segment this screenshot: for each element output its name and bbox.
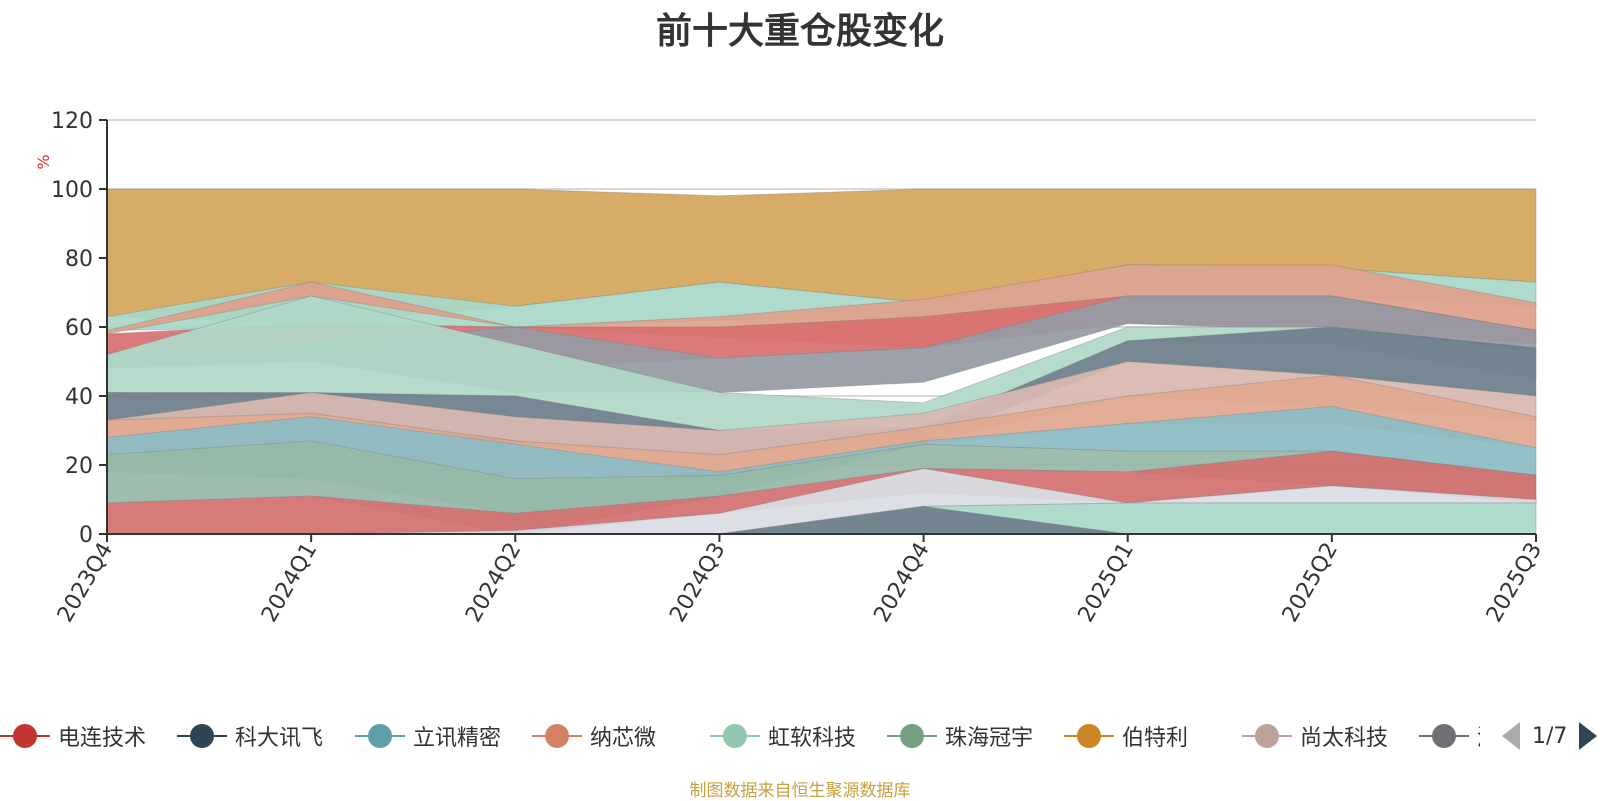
legend-marker-icon (1064, 721, 1114, 751)
y-tick-label: 20 (65, 454, 93, 479)
legend-item[interactable]: 电连技术 (0, 716, 146, 756)
legend-marker-icon (887, 721, 937, 751)
legend-label: 立讯精密 (413, 726, 502, 751)
legend-marker-icon (0, 721, 50, 751)
legend-label: 伯特利 (1122, 726, 1189, 751)
legend-pager: 1/7 (1496, 716, 1600, 756)
legend-marker-icon (1242, 721, 1292, 751)
x-tick-label: 2025Q3 (1482, 539, 1547, 627)
legend-label: 电连技术 (58, 726, 147, 751)
legend-label: 尚太科技 (1300, 726, 1389, 751)
legend-marker-icon (1419, 721, 1469, 751)
legend-label: 虹软科技 (768, 726, 857, 751)
legend-item[interactable]: 立讯精密 (355, 716, 501, 756)
x-tick-label: 2024Q4 (869, 539, 934, 627)
y-axis-unit: % (34, 154, 53, 169)
legend: 电连技术 科大讯飞 立讯精密 纳芯微 虹软科技 珠海冠宇 伯特利 尚太科技 浙江仙 (0, 716, 1480, 756)
legend-item[interactable]: 纳芯微 (532, 716, 656, 756)
x-tick-label: 2024Q2 (461, 539, 526, 627)
y-tick-label: 40 (65, 385, 93, 410)
legend-item[interactable]: 珠海冠宇 (887, 716, 1033, 756)
x-tick-label: 2023Q4 (53, 539, 118, 627)
legend-page-indicator: 1/7 (1532, 723, 1568, 749)
source-note: 制图数据来自恒生聚源数据库 (689, 781, 911, 801)
area-layer (106, 188, 1537, 535)
legend-label: 纳芯微 (590, 726, 657, 751)
legend-marker-icon (710, 721, 760, 751)
x-tick-label: 2024Q1 (257, 539, 322, 627)
legend-prev-icon[interactable] (1502, 722, 1520, 750)
legend-marker-icon (177, 721, 227, 751)
y-tick-label: 60 (65, 316, 93, 341)
y-tick-label: 100 (51, 178, 93, 203)
x-tick-label: 2025Q2 (1278, 539, 1343, 627)
y-tick-label: 80 (65, 247, 93, 272)
legend-item[interactable]: 科大讯飞 (177, 716, 323, 756)
x-tick-label: 2024Q3 (665, 539, 730, 627)
legend-label: 浙江仙 (1477, 720, 1480, 752)
legend-item[interactable]: 尚太科技 (1242, 716, 1388, 756)
legend-label: 科大讯飞 (235, 726, 324, 751)
legend-item[interactable]: 浙江仙 (1419, 716, 1480, 756)
y-tick-label: 120 (51, 109, 93, 134)
x-tick-label: 2025Q1 (1074, 539, 1139, 627)
legend-next-icon[interactable] (1579, 722, 1598, 750)
legend-marker-icon (532, 721, 582, 751)
legend-item[interactable]: 虹软科技 (710, 716, 856, 756)
chart-title: 前十大重仓股变化 (655, 11, 944, 52)
legend-label: 珠海冠宇 (945, 726, 1034, 751)
legend-marker-icon (355, 721, 405, 751)
legend-item[interactable]: 伯特利 (1064, 716, 1188, 756)
y-tick-label: 0 (79, 523, 93, 548)
